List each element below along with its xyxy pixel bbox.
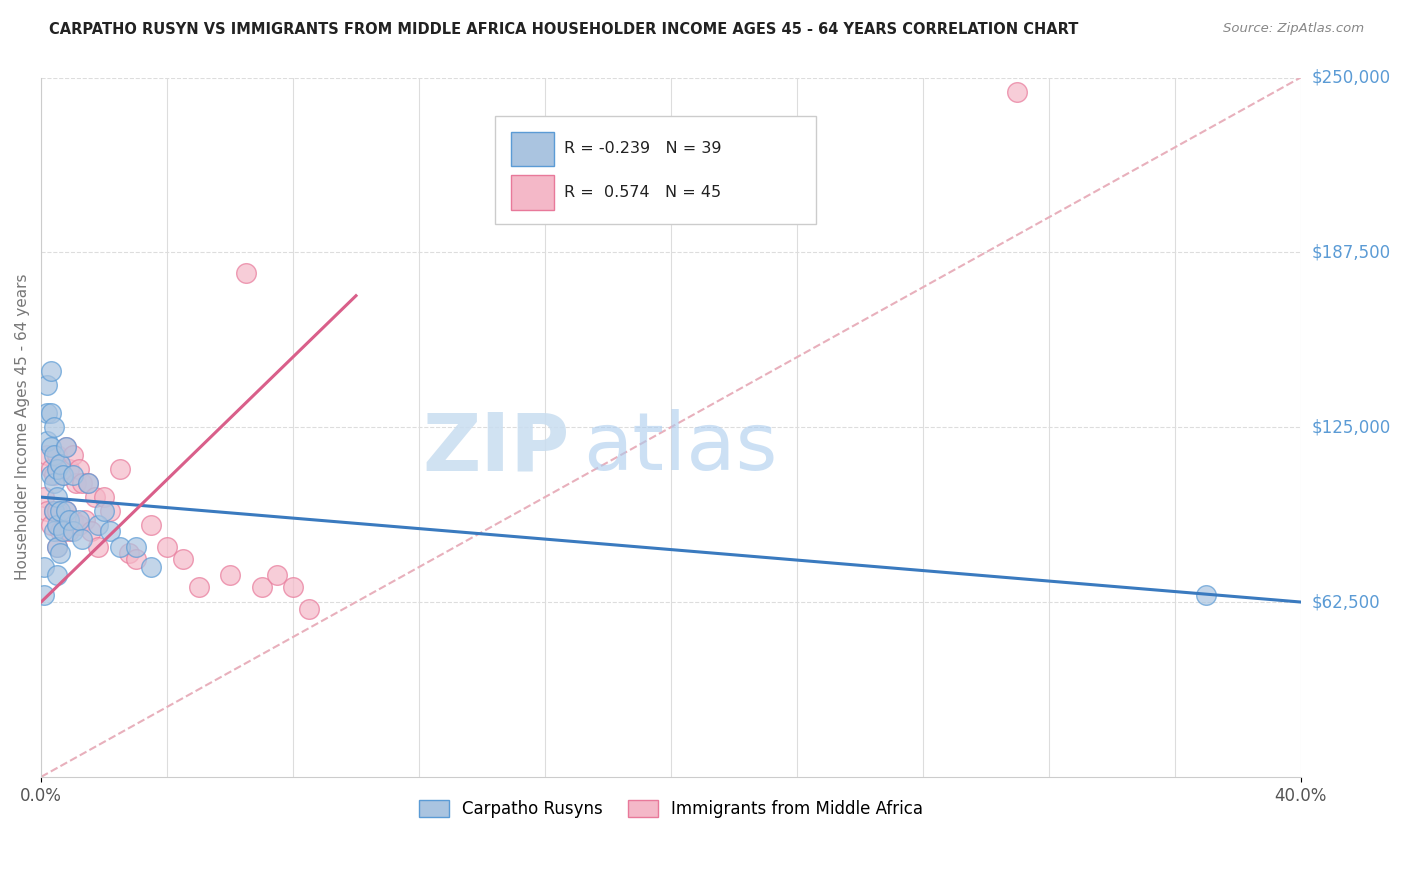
Point (42, 504, 65, 518)
Point (39, 467, 62, 482)
Point (45, 568, 67, 582)
Point (62, 448, 84, 462)
Point (42, 467, 65, 482)
Point (42, 524, 65, 538)
Point (39, 462, 62, 476)
Point (108, 541, 131, 555)
Point (39, 406, 62, 420)
Y-axis label: Householder Income Ages 45 - 64 years: Householder Income Ages 45 - 64 years (15, 274, 30, 581)
Text: CARPATHO RUSYN VS IMMIGRANTS FROM MIDDLE AFRICA HOUSEHOLDER INCOME AGES 45 - 64 : CARPATHO RUSYN VS IMMIGRANTS FROM MIDDLE… (49, 22, 1078, 37)
Point (49, 457, 72, 471)
Point (93, 490, 115, 504)
Text: Source: ZipAtlas.com: Source: ZipAtlas.com (1223, 22, 1364, 36)
Point (75, 512, 97, 526)
Point (80, 524, 103, 538)
Point (141, 560, 163, 574)
Point (100, 504, 122, 518)
Point (62, 524, 84, 538)
Point (37, 406, 59, 420)
Point (141, 518, 163, 533)
Point (55, 440, 77, 454)
Point (67, 518, 90, 533)
Point (250, 580, 273, 594)
Point (70, 532, 93, 546)
Point (52, 467, 75, 482)
Text: atlas: atlas (582, 409, 778, 487)
FancyBboxPatch shape (495, 116, 815, 225)
Point (45, 541, 67, 555)
Point (266, 568, 288, 582)
Point (45, 462, 67, 476)
Point (1195, 588, 1218, 602)
Text: $125,000: $125,000 (1312, 418, 1391, 436)
Point (49, 546, 72, 560)
Point (39, 364, 62, 378)
Point (52, 524, 75, 538)
Point (87, 518, 110, 533)
Point (62, 512, 84, 526)
Point (45, 490, 67, 504)
Point (124, 541, 146, 555)
Point (172, 551, 194, 566)
Point (298, 602, 321, 616)
Point (58, 512, 80, 526)
Legend: Carpatho Rusyns, Immigrants from Middle Africa: Carpatho Rusyns, Immigrants from Middle … (412, 793, 929, 824)
Point (37, 448, 59, 462)
Point (70, 476, 93, 491)
Point (100, 524, 122, 538)
Point (49, 504, 72, 518)
Point (156, 541, 179, 555)
Point (49, 524, 72, 538)
Point (93, 504, 115, 518)
Point (55, 504, 77, 518)
Point (42, 504, 65, 518)
Point (45, 504, 67, 518)
Point (65, 476, 87, 491)
Point (52, 524, 75, 538)
Point (67, 512, 90, 526)
Point (219, 568, 242, 582)
Point (58, 524, 80, 538)
Point (37, 504, 59, 518)
Point (83, 490, 105, 504)
FancyBboxPatch shape (510, 132, 554, 166)
Text: R =  0.574   N = 45: R = 0.574 N = 45 (564, 185, 721, 200)
Point (87, 541, 110, 555)
Point (42, 420, 65, 434)
Point (45, 448, 67, 462)
Point (39, 440, 62, 454)
Point (124, 551, 146, 566)
Point (39, 518, 62, 533)
Point (32, 560, 55, 574)
Point (108, 462, 131, 476)
Point (32, 588, 55, 602)
Text: $250,000: $250,000 (1312, 69, 1391, 87)
Point (32, 490, 55, 504)
Point (235, 266, 257, 280)
Point (1007, 85, 1029, 99)
Point (77, 476, 100, 491)
Point (58, 462, 80, 476)
Text: $187,500: $187,500 (1312, 244, 1391, 261)
Point (77, 476, 100, 491)
Text: ZIP: ZIP (423, 409, 569, 487)
Point (49, 457, 72, 471)
Point (37, 434, 59, 449)
Point (55, 504, 77, 518)
Point (42, 448, 65, 462)
Point (42, 476, 65, 491)
Point (62, 467, 84, 482)
Text: R = -0.239   N = 39: R = -0.239 N = 39 (564, 141, 721, 156)
Point (52, 467, 75, 482)
Point (45, 541, 67, 555)
Point (37, 378, 59, 392)
Text: $62,500: $62,500 (1312, 593, 1381, 611)
FancyBboxPatch shape (510, 176, 554, 210)
Point (45, 518, 67, 533)
Point (67, 462, 90, 476)
Point (55, 440, 77, 454)
Point (118, 546, 141, 560)
Point (281, 580, 304, 594)
Point (187, 580, 209, 594)
